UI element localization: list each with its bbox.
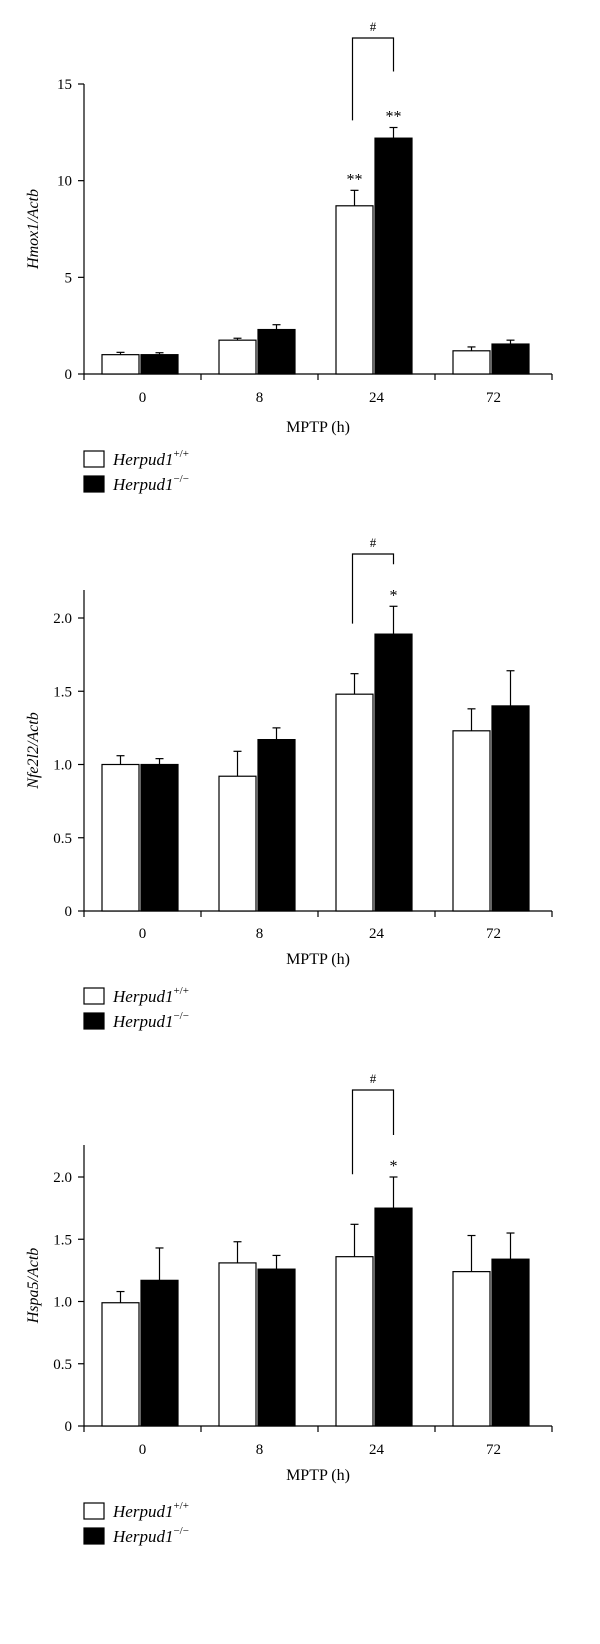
chart-3: 0 0.5 1.0 1.5 2.0 0 8 24 72 * # MPTP (h) Hspa5/Actb H… (25, 1071, 553, 1546)
bar-ko-8h (257, 1268, 296, 1427)
x-tick-label: 8 (256, 1442, 264, 1458)
y-tick-label: 0 (65, 904, 73, 920)
x-tick-label: 8 (256, 390, 264, 406)
bar-wt-8h (218, 339, 257, 375)
x-tick-label: 0 (139, 390, 147, 406)
bar-wt-72h (452, 1271, 491, 1427)
chart-2: 0 0.5 1.0 1.5 2.0 0 8 24 72 * # MPTP (h) Nfe2l2/Actb… (25, 535, 553, 1031)
legend-label-text: Herpud1 (112, 450, 173, 469)
bar-ko-8h (257, 328, 296, 375)
x-tick-label: 72 (486, 926, 501, 942)
y-tick-label: 1.0 (53, 1295, 72, 1311)
legend-swatch (83, 475, 105, 493)
significance-label: * (390, 587, 398, 604)
bracket-label: # (370, 535, 377, 550)
y-tick-label: 2.0 (53, 611, 72, 627)
bar-wt-0h (101, 354, 140, 375)
x-axis-title: MPTP (h) (286, 419, 350, 436)
chart-1: 0 5 10 15 0 8 24 72 ** ** # MPTP (h) Hmox1/Actb Herpu… (25, 19, 553, 494)
y-tick-label: 0 (65, 1419, 73, 1435)
legend-label-text: Herpud1 (112, 475, 173, 494)
significance-bracket (351, 1089, 395, 1175)
x-tick-label: 0 (139, 926, 147, 942)
bar-wt-8h (218, 775, 257, 912)
significance-label: ** (347, 171, 363, 188)
bar-wt-8h (218, 1262, 257, 1427)
significance-label: ** (386, 109, 402, 126)
legend-swatch (83, 1502, 105, 1520)
significance-label: * (390, 1158, 398, 1175)
bar-ko-0h (140, 354, 179, 375)
bracket-label: # (370, 19, 377, 34)
significance-bracket (351, 553, 395, 624)
bar-wt-24h (335, 1256, 374, 1427)
legend-label-superscript: +/+ (173, 1500, 188, 1512)
legend-label-text: Herpud1 (112, 987, 173, 1006)
bar-wt-0h (101, 1302, 140, 1427)
x-tick-label: 72 (486, 390, 501, 406)
x-axis-title: MPTP (h) (286, 951, 350, 968)
bar-wt-72h (452, 730, 491, 912)
legend-swatch (83, 987, 105, 1005)
x-axis-title: MPTP (h) (286, 1467, 350, 1484)
legend-label-text: Herpud1 (112, 1502, 173, 1521)
x-tick-label: 24 (369, 926, 385, 942)
bar-ko-24h (374, 137, 413, 375)
significance-bracket (351, 37, 395, 121)
x-tick-label: 72 (486, 1442, 501, 1458)
bar-wt-0h (101, 763, 140, 912)
bar-ko-24h (374, 1207, 413, 1427)
x-tick-label: 8 (256, 926, 264, 942)
y-tick-label: 0.5 (53, 1357, 72, 1373)
y-tick-label: 0 (65, 367, 73, 383)
legend-label-superscript: −/− (173, 473, 188, 485)
x-tick-label: 0 (139, 1442, 147, 1458)
bar-ko-72h (491, 343, 530, 375)
legend-swatch (83, 1527, 105, 1545)
legend-label-superscript: −/− (173, 1525, 188, 1537)
bar-ko-0h (140, 1279, 179, 1427)
legend-label-superscript: −/− (173, 1010, 188, 1022)
legend-label: Herpud1+/+ (112, 985, 189, 1006)
legend-label-text: Herpud1 (112, 1527, 173, 1546)
legend-label-superscript: +/+ (173, 448, 188, 460)
bar-wt-24h (335, 205, 374, 375)
legend-label: Herpud1+/+ (112, 448, 189, 469)
legend-swatch (83, 1012, 105, 1030)
y-tick-label: 10 (57, 174, 72, 190)
legend-label-superscript: +/+ (173, 985, 188, 997)
bar-ko-8h (257, 738, 296, 912)
bar-ko-72h (491, 705, 530, 912)
y-tick-label: 5 (65, 270, 73, 286)
bracket-label: # (370, 1071, 377, 1086)
y-tick-label: 0.5 (53, 831, 72, 847)
y-tick-label: 1.0 (53, 758, 72, 774)
legend-label: Herpud1−/− (112, 1010, 189, 1031)
x-tick-label: 24 (369, 390, 385, 406)
bar-ko-24h (374, 633, 413, 912)
y-tick-label: 15 (57, 77, 72, 93)
y-axis-title: Nfe2l2/Actb (25, 712, 42, 789)
y-tick-label: 1.5 (53, 684, 72, 700)
bar-ko-0h (140, 763, 179, 912)
bar-wt-72h (452, 350, 491, 375)
legend-label: Herpud1−/− (112, 1525, 189, 1546)
bar-ko-72h (491, 1258, 530, 1427)
y-tick-label: 2.0 (53, 1170, 72, 1186)
y-axis-title: Hspa5/Actb (25, 1248, 42, 1325)
legend-label: Herpud1−/− (112, 473, 189, 494)
bar-wt-24h (335, 693, 374, 912)
legend-label-text: Herpud1 (112, 1012, 173, 1031)
legend-swatch (83, 450, 105, 468)
x-tick-label: 24 (369, 1442, 385, 1458)
y-tick-label: 1.5 (53, 1232, 72, 1248)
y-axis-title: Hmox1/Actb (25, 189, 42, 270)
legend-label: Herpud1+/+ (112, 1500, 189, 1521)
